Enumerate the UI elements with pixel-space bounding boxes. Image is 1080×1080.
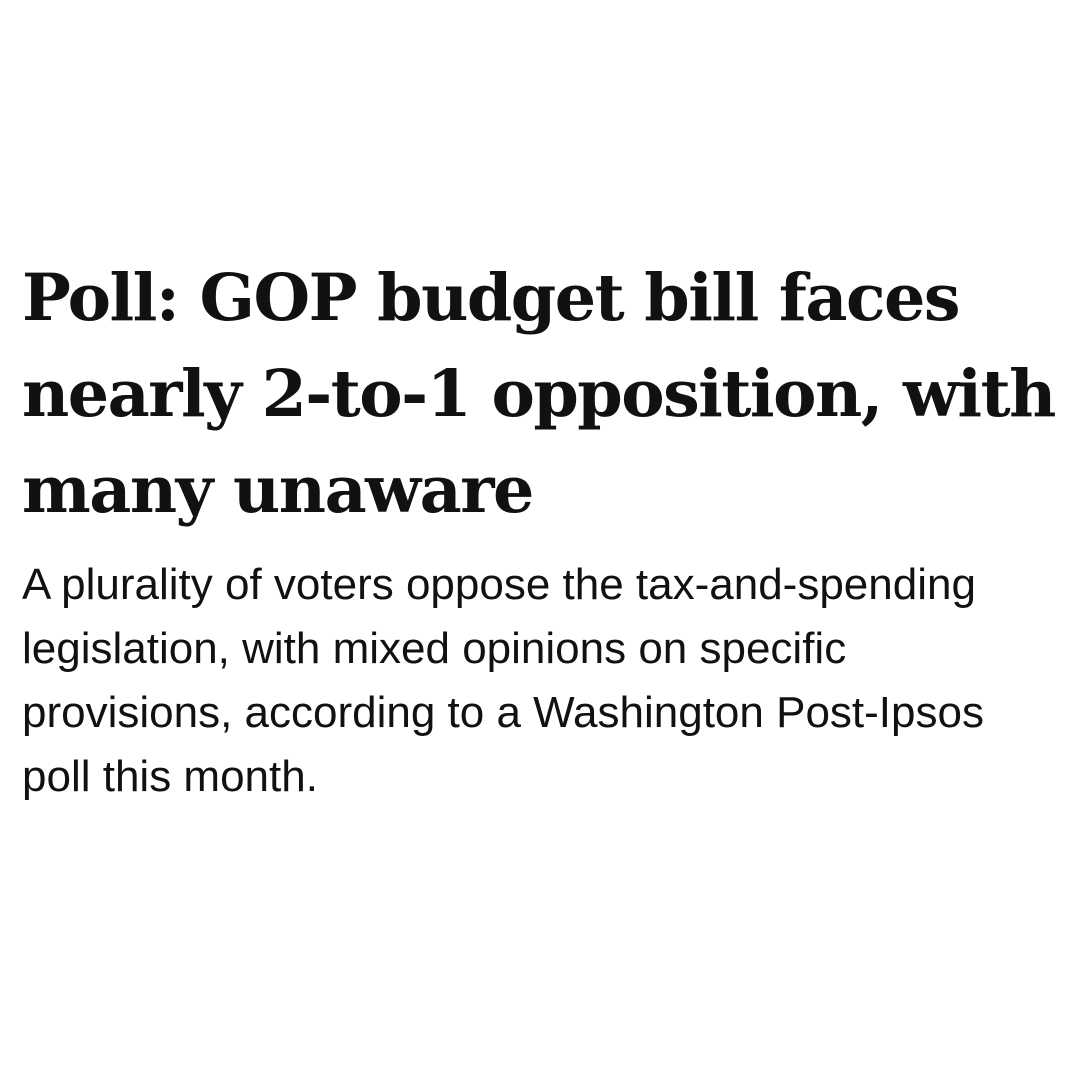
dek-summary: A plurality of voters oppose the tax-and… bbox=[22, 560, 984, 801]
headline: Poll: GOP budget bill faces nearly 2-to-… bbox=[22, 260, 1056, 528]
